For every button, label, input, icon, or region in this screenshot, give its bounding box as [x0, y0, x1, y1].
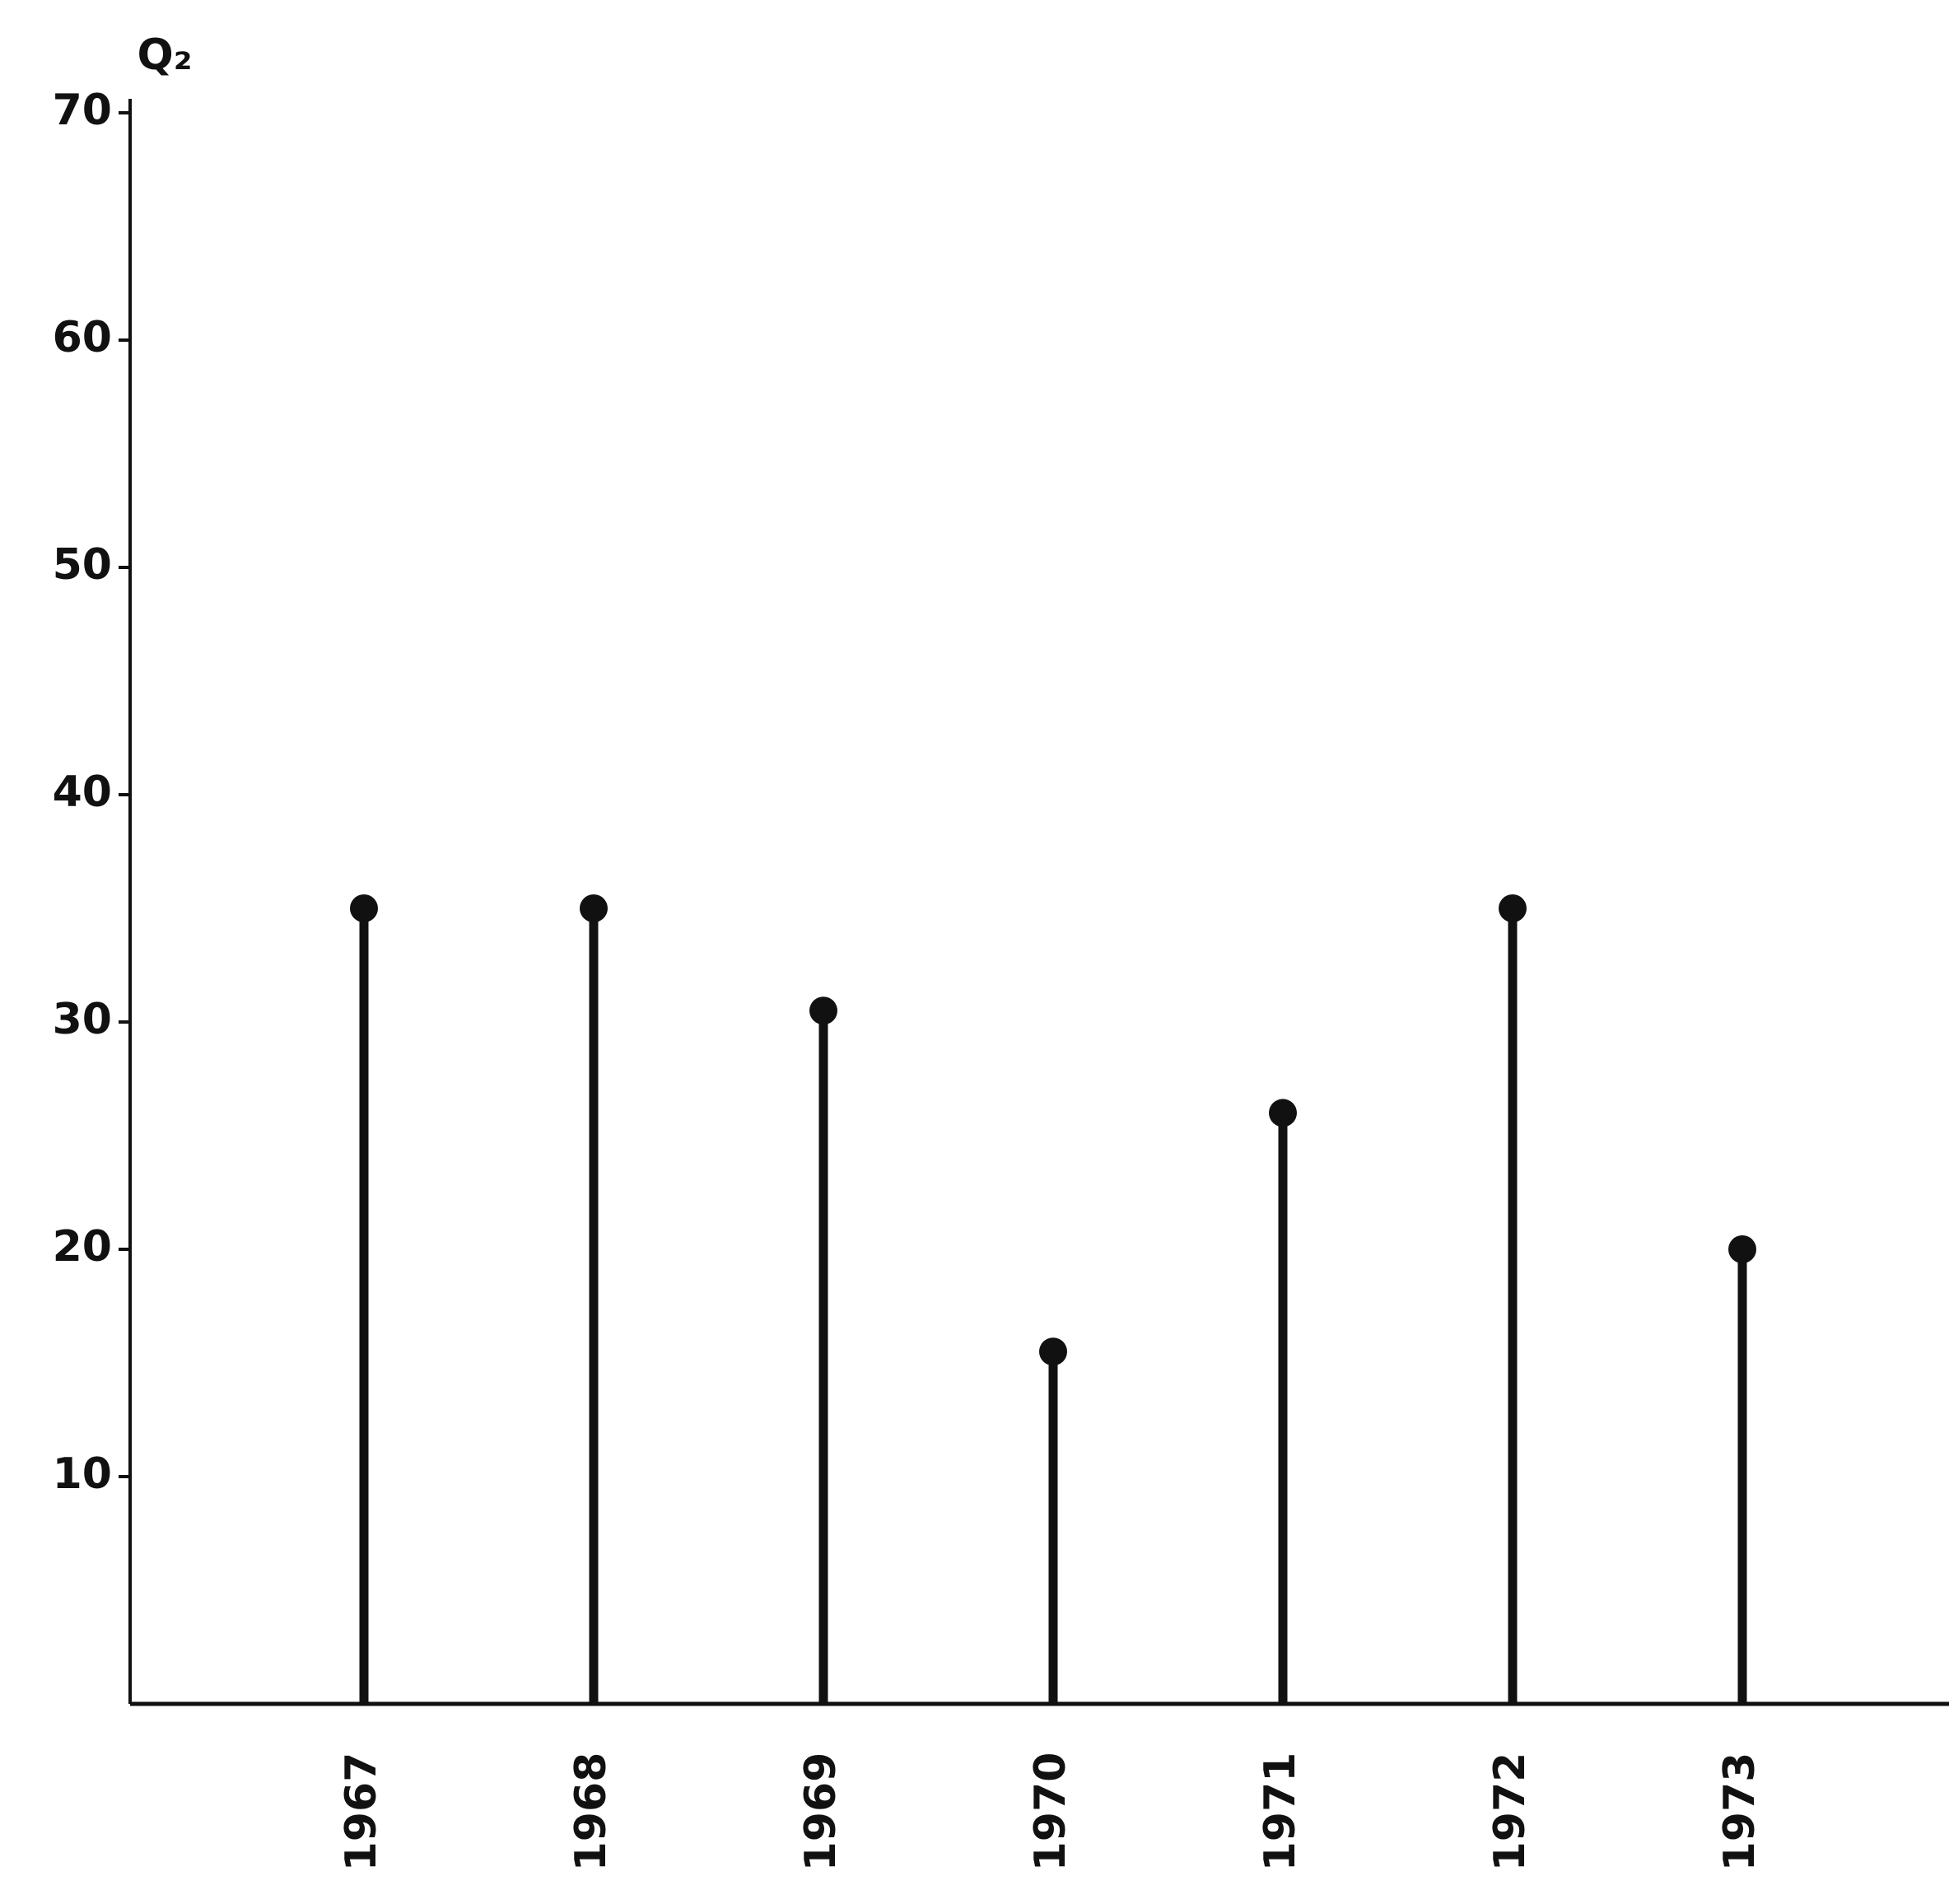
stem-head: [1499, 894, 1527, 922]
x-tick-label: 1968: [567, 1752, 616, 1872]
stem-head: [809, 996, 837, 1025]
stem-head: [1039, 1337, 1067, 1366]
y-tick-label: 20: [53, 1222, 112, 1272]
y-tick-label: 30: [53, 995, 112, 1044]
x-tick-label: 1973: [1715, 1752, 1765, 1872]
stem-head: [1728, 1235, 1756, 1263]
y-tick-label: 50: [53, 540, 112, 590]
x-tick-label: 1969: [796, 1752, 846, 1872]
y-axis-label: Q₂: [138, 30, 193, 80]
y-tick-label: 10: [53, 1449, 112, 1499]
x-tick-label: 1967: [337, 1752, 386, 1872]
stem-head: [350, 894, 378, 922]
y-tick-label: 60: [53, 313, 112, 362]
stem-head: [580, 894, 608, 922]
y-tick-label: 70: [53, 86, 112, 135]
x-tick-label: 1971: [1256, 1752, 1305, 1872]
x-tick-label: 1972: [1485, 1752, 1535, 1872]
stem-head: [1269, 1099, 1297, 1127]
x-tick-label: 1970: [1026, 1752, 1075, 1872]
y-tick-label: 40: [53, 768, 112, 817]
